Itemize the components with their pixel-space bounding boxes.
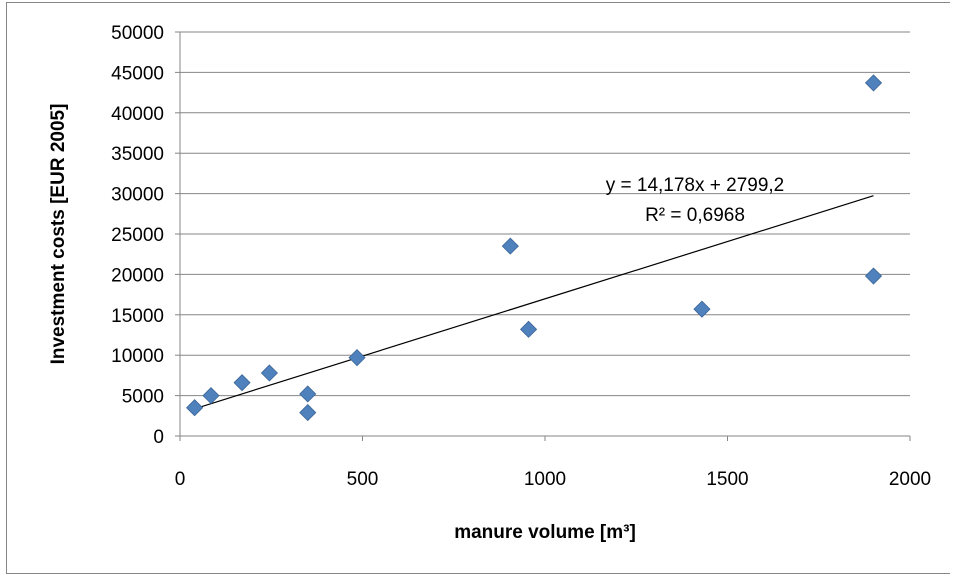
- y-tick-label: 0: [153, 427, 164, 448]
- data-point: [501, 237, 519, 255]
- data-point: [260, 364, 278, 382]
- data-points: [186, 74, 883, 422]
- data-point: [864, 267, 883, 285]
- y-tick-label: 10000: [111, 346, 164, 367]
- data-point: [299, 385, 317, 403]
- x-tick-label: 2000: [889, 469, 931, 490]
- x-axis-ticks: 0 500 1000 1500 2000: [175, 436, 931, 490]
- data-point: [693, 300, 711, 318]
- y-tick-label: 30000: [111, 185, 164, 206]
- data-point: [202, 387, 220, 405]
- y-tick-label: 5000: [122, 387, 164, 408]
- trendline-equation: y = 14,178x + 2799,2: [606, 175, 785, 196]
- y-tick-label: 40000: [111, 104, 164, 125]
- data-point: [520, 320, 538, 338]
- x-tick-label: 1500: [706, 469, 748, 490]
- x-tick-label: 0: [175, 469, 186, 490]
- y-axis-ticks: 0 5000 10000 15000 20000 25000 30000 35000 40000…: [111, 23, 180, 448]
- data-point: [348, 349, 366, 367]
- data-point: [299, 404, 317, 422]
- y-axis-title: Investment costs [EUR 2005]: [48, 104, 69, 365]
- r-squared-label: R² = 0,6968: [645, 205, 745, 226]
- y-tick-label: 15000: [111, 306, 164, 327]
- y-tick-label: 20000: [111, 265, 164, 286]
- y-tick-label: 50000: [111, 23, 164, 44]
- data-point: [186, 399, 204, 417]
- chart-frame: [6, 2, 950, 574]
- y-tick-label: 25000: [111, 225, 164, 246]
- x-tick-label: 1000: [524, 469, 566, 490]
- x-axis-title: manure volume [m³]: [454, 522, 636, 543]
- data-point: [233, 374, 251, 392]
- y-tick-label: 35000: [111, 144, 164, 165]
- x-tick-label: 500: [347, 469, 379, 490]
- y-tick-label: 45000: [111, 63, 164, 84]
- trendline: [194, 195, 874, 410]
- data-point: [864, 74, 883, 92]
- gridlines: [180, 31, 910, 397]
